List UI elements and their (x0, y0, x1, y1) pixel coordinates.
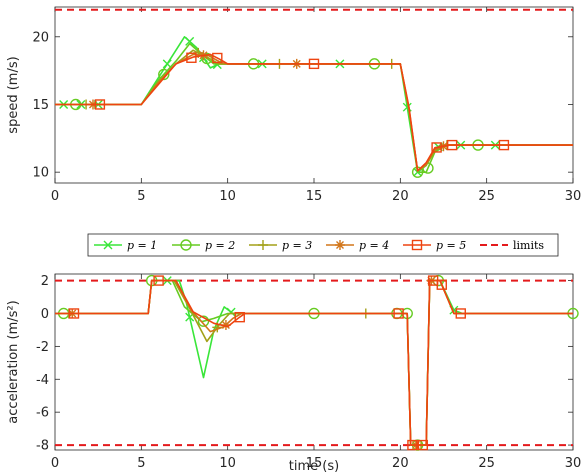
x-tick-label: 15 (306, 189, 323, 204)
acceleration-panel: 0 5 10 15 20 25 30 -8 -6 -4 -2 0 2 acceleration (m/s²… (6, 273, 582, 474)
legend: p = 1 p = 2 p = 3 p = 4 p = 5 limits (87, 233, 559, 257)
data-point (94, 99, 106, 110)
data-point (308, 58, 320, 70)
y-tick-label: 15 (32, 98, 49, 113)
x-axis-label: time (s) (289, 459, 339, 474)
data-point (212, 52, 223, 64)
data-point (197, 315, 210, 327)
legend-entry: p = 4 (326, 239, 389, 252)
legend-label: limits (513, 239, 544, 252)
x-tick-label: 10 (219, 456, 236, 471)
data-point (68, 308, 80, 319)
data-point (455, 308, 466, 319)
legend-marker (411, 239, 423, 251)
legend-entry: p = 3 (249, 239, 312, 252)
x-tick-label: 30 (565, 189, 582, 204)
x-tick-label: 0 (51, 189, 59, 204)
legend-entry: p = 2 (172, 239, 235, 252)
legend-label: p = 2 (205, 239, 235, 252)
data-point (185, 36, 195, 46)
data-point (446, 139, 458, 151)
data-point (417, 439, 428, 451)
data-point (201, 52, 213, 65)
data-point (158, 68, 170, 81)
series-5 (55, 275, 573, 451)
x-tick-label: 15 (306, 456, 323, 471)
x-tick-label: 0 (51, 456, 59, 471)
legend-marker (180, 239, 192, 251)
data-point (393, 308, 404, 319)
data-point (436, 279, 447, 290)
x-tick-label: 25 (478, 189, 495, 204)
legend-entry: limits (480, 239, 544, 252)
axes-box (54, 273, 574, 451)
x-tick-label: 5 (137, 456, 145, 471)
y-axis-label: acceleration (m/s²) (6, 300, 21, 423)
data-point (431, 142, 442, 153)
x-tick-label: 25 (478, 456, 495, 471)
y-tick-label: 0 (41, 307, 49, 322)
legend-label: p = 1 (127, 239, 157, 252)
legend-marker (258, 240, 268, 250)
x-tick-label: 10 (219, 189, 236, 204)
y-tick-label: 2 (41, 274, 49, 289)
x-tick-label: 30 (565, 456, 582, 471)
legend-marker (335, 240, 345, 250)
axes-box (54, 6, 574, 184)
y-tick-label: 20 (32, 30, 49, 45)
y-tick-label: -2 (36, 340, 49, 355)
y-tick-label: -6 (36, 406, 49, 421)
legend-label: p = 4 (359, 239, 389, 252)
legend-entry: p = 1 (94, 239, 157, 252)
data-point (234, 311, 245, 323)
data-point (186, 52, 197, 63)
legend-entry: p = 5 (403, 239, 466, 252)
speed-panel: 0 5 10 15 20 25 30 10 15 20 speed (m/s) (6, 6, 582, 204)
data-point (162, 59, 172, 69)
legend-marker (103, 240, 113, 250)
data-point (220, 319, 231, 330)
legend-label: p = 5 (436, 239, 466, 252)
y-axis-label: speed (m/s) (6, 56, 21, 133)
x-tick-label: 5 (137, 189, 145, 204)
y-tick-label: 10 (32, 166, 49, 181)
x-tick-label: 20 (392, 189, 409, 204)
legend-box (87, 233, 559, 257)
legend-label: p = 3 (282, 239, 312, 252)
data-point (153, 275, 164, 286)
series-5 (55, 52, 573, 172)
y-tick-label: -8 (36, 439, 49, 454)
series-line (55, 279, 573, 446)
data-point (407, 439, 418, 451)
y-tick-label: -4 (36, 373, 49, 388)
x-tick-label: 20 (392, 456, 409, 471)
series-line (55, 53, 573, 172)
data-point (498, 139, 510, 151)
